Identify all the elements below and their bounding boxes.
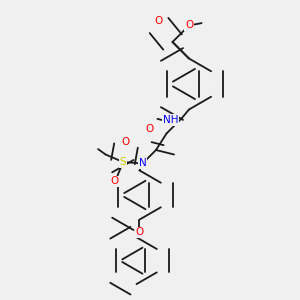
Text: O: O [155, 16, 163, 26]
Text: O: O [122, 137, 130, 147]
Text: NH: NH [163, 115, 178, 125]
Text: S: S [120, 157, 126, 167]
Text: N: N [139, 158, 146, 169]
Text: O: O [135, 227, 144, 237]
Text: O: O [145, 124, 153, 134]
Text: O: O [110, 176, 119, 187]
Text: O: O [185, 20, 193, 31]
